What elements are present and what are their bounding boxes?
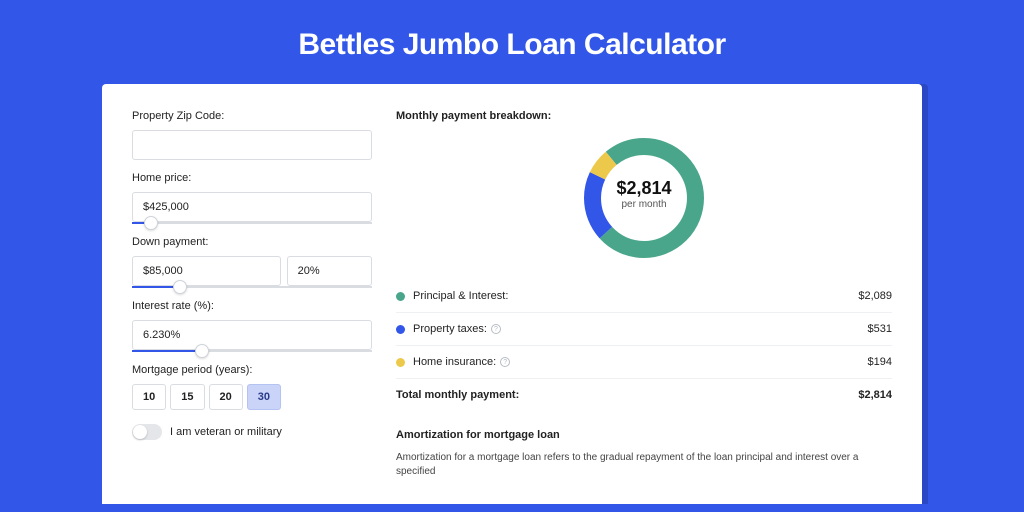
field-mortgage-period: Mortgage period (years): 10152030 (132, 364, 372, 410)
page-title: Bettles Jumbo Loan Calculator (0, 0, 1024, 84)
breakdown-title: Monthly payment breakdown: (396, 110, 892, 122)
label-down-payment: Down payment: (132, 236, 372, 248)
field-zip: Property Zip Code: (132, 110, 372, 160)
field-interest-rate: Interest rate (%): (132, 300, 372, 352)
breakdown-total-row: Total monthly payment:$2,814 (396, 378, 892, 411)
interest-rate-slider[interactable] (132, 350, 372, 352)
legend-dot (396, 325, 405, 334)
mortgage-period-15[interactable]: 15 (170, 384, 204, 410)
home-price-input[interactable] (132, 192, 372, 222)
breakdown-value: $2,089 (858, 290, 892, 302)
amortization-title: Amortization for mortgage loan (396, 429, 892, 441)
label-home-price: Home price: (132, 172, 372, 184)
home-price-slider[interactable] (132, 222, 372, 224)
breakdown-label: Property taxes:? (413, 323, 868, 335)
label-zip: Property Zip Code: (132, 110, 372, 122)
breakdown-column: Monthly payment breakdown: $2,814per mon… (396, 110, 892, 504)
veteran-toggle[interactable] (132, 424, 162, 440)
interest-rate-input[interactable] (132, 320, 372, 350)
calculator-card: Property Zip Code: Home price: Down paym… (102, 84, 922, 504)
donut-value: $2,814 (594, 178, 694, 199)
mortgage-period-buttons: 10152030 (132, 384, 372, 410)
breakdown-row: Principal & Interest:$2,089 (396, 280, 892, 312)
field-home-price: Home price: (132, 172, 372, 224)
down-payment-amount-input[interactable] (132, 256, 281, 286)
amortization-text: Amortization for a mortgage loan refers … (396, 451, 892, 479)
breakdown-value: $194 (868, 356, 892, 368)
zip-input[interactable] (132, 130, 372, 160)
donut-sub: per month (594, 199, 694, 210)
home-price-slider-thumb[interactable] (144, 216, 158, 230)
mortgage-period-10[interactable]: 10 (132, 384, 166, 410)
interest-rate-slider-thumb[interactable] (195, 344, 209, 358)
mortgage-period-20[interactable]: 20 (209, 384, 243, 410)
breakdown-row: Property taxes:?$531 (396, 312, 892, 345)
veteran-label: I am veteran or military (170, 426, 282, 438)
down-payment-slider[interactable] (132, 286, 372, 288)
donut-chart: $2,814per month (396, 132, 892, 272)
info-icon[interactable]: ? (491, 324, 501, 334)
total-label: Total monthly payment: (396, 389, 858, 401)
breakdown-label: Principal & Interest: (413, 290, 858, 302)
total-value: $2,814 (858, 389, 892, 401)
inputs-column: Property Zip Code: Home price: Down paym… (132, 110, 372, 504)
down-payment-slider-thumb[interactable] (173, 280, 187, 294)
legend-dot (396, 292, 405, 301)
field-down-payment: Down payment: (132, 236, 372, 288)
veteran-toggle-row: I am veteran or military (132, 424, 372, 440)
label-mortgage-period: Mortgage period (years): (132, 364, 372, 376)
breakdown-label: Home insurance:? (413, 356, 868, 368)
legend-dot (396, 358, 405, 367)
mortgage-period-30[interactable]: 30 (247, 384, 281, 410)
down-payment-percent-input[interactable] (287, 256, 372, 286)
info-icon[interactable]: ? (500, 357, 510, 367)
breakdown-list: Principal & Interest:$2,089Property taxe… (396, 280, 892, 411)
label-interest-rate: Interest rate (%): (132, 300, 372, 312)
breakdown-value: $531 (868, 323, 892, 335)
breakdown-row: Home insurance:?$194 (396, 345, 892, 378)
